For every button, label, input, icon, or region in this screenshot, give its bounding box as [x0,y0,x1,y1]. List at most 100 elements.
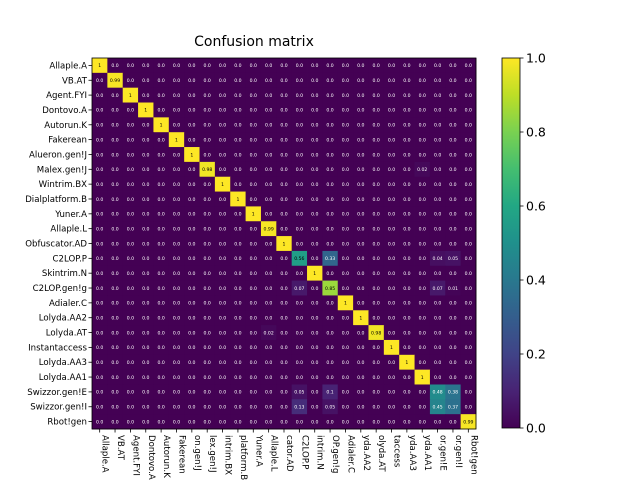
heatmap-cell [276,414,293,430]
cell-value-label: 0.0 [188,108,195,114]
heatmap-cell [153,221,170,237]
cell-value-label: 0.0 [357,330,364,336]
cell-value-label: 0.0 [419,256,426,262]
heatmap-cell [291,117,308,133]
heatmap-cell [184,102,200,118]
heatmap-cell [307,117,323,133]
cell-value-label: 0.0 [219,226,226,232]
cell-value-label: 0.0 [127,271,134,277]
heatmap-cell [245,280,262,296]
cell-value-label: 0.0 [96,316,103,322]
cell-value-label: 0.0 [234,123,241,129]
heatmap-cell [276,132,293,148]
cell-value-label: 0.0 [157,316,164,322]
cell-value-label: 0.0 [234,108,241,114]
heatmap-cell [460,191,477,207]
cell-value-label: 0.99 [463,419,473,425]
heatmap-cell [429,325,446,341]
heatmap-cell [122,384,139,400]
heatmap-cell [337,250,354,267]
cell-value-label: 0.99 [110,78,120,84]
heatmap-cell [245,310,262,326]
cell-value-label: 0.0 [388,316,395,322]
cell-value-label: 0.0 [250,345,257,351]
heatmap-cell [168,221,185,237]
heatmap-cell [276,250,293,267]
heatmap-cell [445,310,462,326]
heatmap-cell [276,295,293,311]
cell-value-label: 0.0 [250,419,257,425]
cell-value-label: 0.0 [234,63,241,69]
heatmap-cell [260,176,277,192]
heatmap-cell [337,147,354,163]
y-tick-label: C2LOP.P [53,254,87,264]
y-tick-label: Lolyda.AA2 [39,314,87,324]
cell-value-label: 0.0 [388,197,395,203]
cell-value-label: 0.0 [142,419,149,425]
heatmap-cell [383,117,400,133]
heatmap-cell [429,132,446,148]
cell-value-label: 0.0 [403,108,410,114]
cell-value-label: 0.0 [419,241,426,247]
heatmap-cell [276,72,293,89]
heatmap-cell [353,72,369,89]
heatmap-cell [122,325,139,341]
heatmap-cell [322,72,339,89]
heatmap-cell [353,191,369,207]
cell-value-label: 0.0 [188,316,195,322]
cell-value-label: 0.0 [419,137,426,143]
heatmap-cell [276,354,293,371]
cell-value-label: 0.0 [403,390,410,396]
cell-value-label: 0.0 [342,419,349,425]
heatmap-cell [245,176,262,192]
heatmap-cell [414,354,431,371]
cell-value-label: 0.0 [96,375,103,381]
cell-value-label: 0.0 [449,137,456,143]
cell-value-label: 0.0 [127,226,134,232]
cell-value-label: 0.0 [326,123,333,129]
cell-value-label: 0.0 [326,167,333,173]
cell-value-label: 0.0 [127,241,134,247]
heatmap-cell [245,236,262,252]
heatmap-cell [276,384,293,400]
cell-value-label: 0.0 [250,301,257,307]
cell-value-label: 0.0 [403,123,410,129]
heatmap-cell [276,339,293,356]
heatmap-cell [168,250,185,267]
cell-value-label: 0.0 [357,226,364,232]
heatmap-cell [414,414,431,430]
cell-value-label: 0.0 [142,271,149,277]
heatmap-cell [460,399,477,415]
heatmap-cell [445,265,462,281]
cell-value-label: 0.0 [250,93,257,99]
cell-value-label: 0.0 [265,390,272,396]
heatmap-cell [429,176,446,192]
cell-value-label: 1 [175,137,178,143]
heatmap-cell [138,280,154,296]
heatmap-cell [291,354,308,371]
y-tick-label: Lolyda.AA1 [39,373,87,383]
heatmap-cell [414,132,431,148]
heatmap-cell [214,325,231,341]
cell-value-label: 0.0 [127,375,134,381]
cell-value-label: 0.0 [296,93,303,99]
x-tick-label: yda.AA2 [361,435,371,471]
cell-value-label: 0.0 [127,108,134,114]
heatmap-cell [399,117,415,133]
heatmap-cell [429,221,446,237]
cell-value-label: 0.0 [250,241,257,247]
cell-value-label: 0.0 [111,419,118,425]
heatmap-cell [399,161,415,178]
heatmap-cell [368,132,385,148]
heatmap-cell [322,102,339,118]
heatmap-cell [337,206,354,222]
cell-value-label: 0.0 [280,419,287,425]
heatmap-cell [307,132,323,148]
cell-value-label: 0.0 [188,330,195,336]
heatmap-cell [153,354,170,371]
cell-value-label: 0.0 [342,152,349,158]
heatmap-cell [230,72,246,89]
heatmap-cell [307,399,323,415]
heatmap-cell [214,161,231,178]
heatmap-cell [276,102,293,118]
